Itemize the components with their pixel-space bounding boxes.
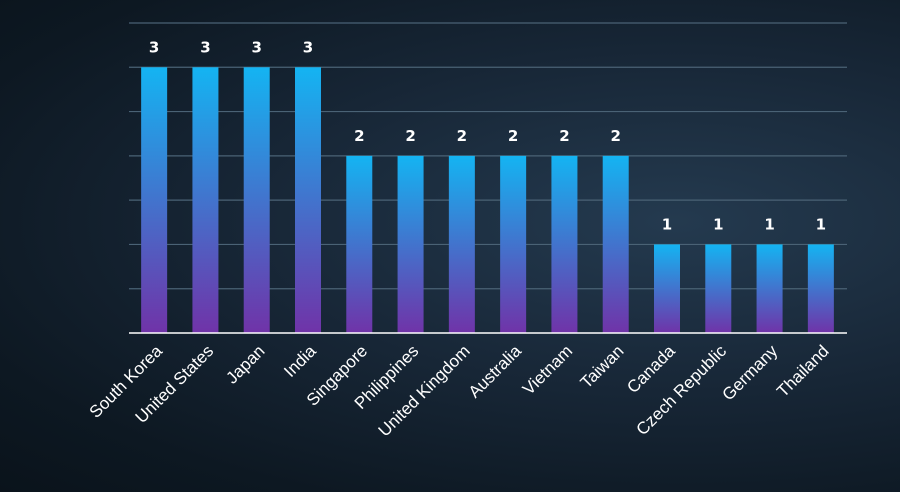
category-label: Thailand bbox=[773, 341, 833, 401]
category-label: Australia bbox=[465, 341, 526, 402]
category-label: India bbox=[280, 341, 320, 381]
data-label: 1 bbox=[816, 215, 826, 233]
bar bbox=[448, 155, 475, 333]
bar bbox=[602, 155, 629, 333]
data-label: 3 bbox=[149, 38, 159, 56]
data-label: 2 bbox=[354, 127, 364, 145]
data-label: 2 bbox=[610, 127, 620, 145]
category-label: Czech Republic bbox=[632, 341, 730, 439]
bar bbox=[654, 244, 680, 333]
data-label: 2 bbox=[405, 127, 415, 145]
category-label: Taiwan bbox=[577, 341, 628, 392]
data-label: 2 bbox=[559, 127, 569, 145]
data-label: 3 bbox=[303, 38, 313, 56]
value-labels: 3 3 3 3 2 2 2 2 2 2 1 1 1 1 bbox=[149, 38, 826, 233]
data-label: 2 bbox=[457, 127, 467, 145]
bar bbox=[500, 155, 527, 333]
data-label: 3 bbox=[200, 38, 210, 56]
bar bbox=[756, 244, 783, 333]
bars bbox=[141, 67, 834, 334]
data-label: 2 bbox=[508, 127, 518, 145]
bar bbox=[705, 244, 732, 333]
bar bbox=[141, 67, 168, 334]
category-label: United Kingdom bbox=[375, 341, 474, 440]
category-label: Germany bbox=[719, 341, 782, 404]
data-label: 3 bbox=[251, 38, 261, 56]
data-label: 1 bbox=[764, 215, 774, 233]
category-label: Vietnam bbox=[519, 341, 576, 398]
data-label: 1 bbox=[662, 215, 672, 233]
bar bbox=[346, 155, 373, 333]
bar bbox=[192, 67, 219, 334]
bar bbox=[295, 67, 321, 334]
category-label: Japan bbox=[222, 341, 268, 387]
data-label: 1 bbox=[713, 215, 723, 233]
bar bbox=[397, 155, 424, 333]
bar bbox=[551, 155, 578, 333]
bar bbox=[243, 67, 270, 334]
bar bbox=[807, 244, 834, 333]
gridlines bbox=[129, 22, 847, 290]
